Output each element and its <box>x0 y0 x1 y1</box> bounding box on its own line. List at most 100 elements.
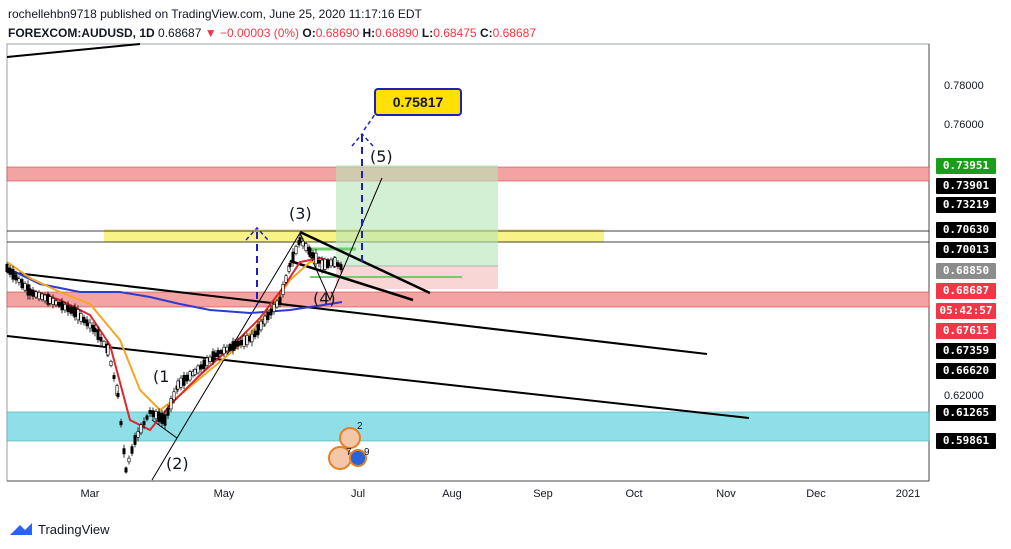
candle-body <box>160 412 164 424</box>
wave-label-4[interactable]: (4) <box>313 289 336 308</box>
candle-body <box>193 368 197 376</box>
candle-body <box>112 375 116 379</box>
candle-body <box>228 344 232 351</box>
low-value: 0.68475 <box>433 26 477 40</box>
candle-body <box>8 267 12 275</box>
candle-body <box>31 289 35 297</box>
wedge-lower[interactable] <box>289 259 414 302</box>
price-label: 0.68850 <box>936 263 996 279</box>
candle-body <box>236 341 240 347</box>
candle-body <box>323 258 327 270</box>
candle-body <box>278 296 282 304</box>
time-tick: Dec <box>806 488 826 500</box>
channel-upper[interactable] <box>6 271 708 355</box>
candle-body <box>79 313 83 322</box>
candle-body <box>11 268 15 280</box>
published-line: rochellehbn9718 published on TradingView… <box>8 7 422 21</box>
candle-body <box>179 377 183 388</box>
candle-body <box>275 300 279 308</box>
wave-label-3[interactable]: (3) <box>289 204 312 223</box>
candle-body <box>151 410 155 417</box>
close-value: 0.68687 <box>492 26 536 40</box>
brand-name: TradingView <box>38 521 110 537</box>
candle-body <box>298 237 302 243</box>
candle-body <box>259 320 263 331</box>
candle-body <box>154 411 158 420</box>
event-count: 9 <box>364 447 370 458</box>
high-value: 0.68890 <box>375 26 419 40</box>
candle-body <box>245 335 249 346</box>
candle-body <box>314 252 318 265</box>
projection-2-arrowhead-icon <box>351 132 374 147</box>
tradingview-logo[interactable]: TradingView <box>8 518 110 540</box>
candle-body <box>196 365 200 374</box>
high-label: H: <box>362 26 376 40</box>
candle-body <box>34 291 38 298</box>
candle-body <box>51 298 55 305</box>
candle-body <box>28 288 32 296</box>
price-label: 0.61265 <box>936 405 996 421</box>
symbol-ohlc-line: FOREXCOM:AUDUSD, 1D 0.68687 ▼ −0.00003 (… <box>8 26 536 40</box>
candle-body <box>185 374 189 382</box>
candle-body <box>333 257 337 267</box>
candle-body <box>182 375 186 386</box>
candle-body <box>124 467 128 473</box>
candle-body <box>66 305 70 313</box>
down-arrow-icon: ▼ <box>204 26 217 40</box>
candle-body <box>304 243 308 251</box>
event-count: 7 <box>346 447 352 458</box>
candle-body <box>308 247 312 257</box>
candle-body <box>127 457 131 463</box>
open-value: 0.68690 <box>315 26 360 40</box>
event-bubble-1[interactable] <box>339 427 361 449</box>
price-tick: 0.78000 <box>944 80 984 92</box>
candle-body <box>320 259 324 271</box>
candle-body <box>336 262 340 267</box>
candle-body <box>250 333 254 343</box>
symbol-name[interactable]: FOREXCOM:AUDUSD, 1D <box>8 26 155 40</box>
wave-label-2[interactable]: (2) <box>166 454 189 473</box>
wave-label-5[interactable]: (5) <box>370 147 393 166</box>
candle-body <box>233 341 237 349</box>
event-bubble-3[interactable] <box>349 449 367 467</box>
channel-lower[interactable] <box>6 335 750 419</box>
candle-body <box>294 246 298 254</box>
demand-zone[interactable] <box>6 411 930 442</box>
candle-body <box>133 435 137 445</box>
elliott-wave-path[interactable] <box>151 177 383 481</box>
wedge-upper[interactable] <box>299 230 431 295</box>
price-label: 0.73951 <box>936 158 996 174</box>
candle-body <box>329 259 333 267</box>
current-price-label: 0.68687 <box>936 283 996 299</box>
support-zone[interactable] <box>6 291 930 308</box>
time-tick: Sep <box>533 488 553 500</box>
candle-body <box>76 309 80 321</box>
candle-body <box>272 304 276 312</box>
candle-body <box>263 315 267 325</box>
profit-box[interactable] <box>336 165 498 266</box>
candle-body <box>109 361 113 366</box>
target-price-label[interactable]: 0.75817 <box>374 88 462 116</box>
time-tick: May <box>213 488 235 500</box>
trendline-top[interactable] <box>6 43 141 58</box>
price-tick: 0.76000 <box>944 119 984 131</box>
candle-body <box>166 408 170 416</box>
tradingview-cloud-icon <box>10 523 32 535</box>
price-label: 0.66620 <box>936 363 996 379</box>
candle-body <box>339 264 343 270</box>
candle-body <box>219 350 223 354</box>
candle-body <box>145 415 149 420</box>
candlesticks[interactable] <box>5 234 343 474</box>
time-tick: Nov <box>716 488 736 500</box>
candle-body <box>326 259 330 268</box>
time-tick: Oct <box>625 488 643 500</box>
price-label: 0.70630 <box>936 222 996 238</box>
time-tick: Jul <box>350 488 366 500</box>
candle-body <box>102 340 106 347</box>
candle-body <box>142 421 146 426</box>
candle-body <box>284 275 288 283</box>
price-label: 0.67615 <box>936 323 996 339</box>
wave-label-1[interactable]: (1 <box>153 367 170 386</box>
candle-body <box>136 431 140 438</box>
